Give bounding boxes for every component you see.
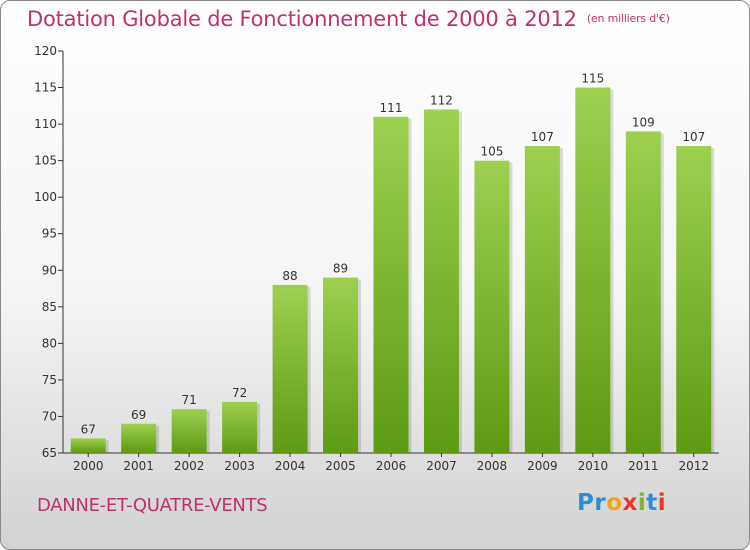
y-tick-label: 120: [34, 44, 57, 58]
y-tick-label: 110: [34, 117, 57, 131]
x-tick-label-2006: 2006: [376, 459, 407, 473]
bar-2000: [70, 438, 106, 453]
y-tick-label: 90: [42, 263, 57, 277]
data-label-2006: 111: [380, 101, 403, 115]
data-label-2002: 71: [182, 393, 197, 407]
x-tick-label-2010: 2010: [578, 459, 609, 473]
y-tick-label: 100: [34, 190, 57, 204]
proxiti-logo: Proxiti: [577, 490, 666, 516]
x-tick-label-2012: 2012: [678, 459, 709, 473]
x-tick-label-2005: 2005: [325, 459, 356, 473]
logo-letter: P: [577, 490, 595, 516]
x-tick-label-2007: 2007: [426, 459, 457, 473]
data-label-2003: 72: [232, 386, 247, 400]
chart-subtitle: (en milliers d'€): [586, 12, 670, 25]
y-tick-label: 85: [42, 300, 57, 314]
bar-2007: [423, 109, 459, 454]
bar-2010: [575, 87, 611, 453]
data-label-2004: 88: [282, 269, 297, 283]
data-labels: 67 69 71 72 88 89 111 112 105 107 115 109 107: [81, 72, 706, 437]
y-tick-label: 70: [42, 409, 57, 423]
y-tick-label: 95: [42, 227, 57, 241]
x-tick-label-2008: 2008: [477, 459, 508, 473]
y-tick-label: 80: [42, 336, 57, 350]
x-tick-label-2003: 2003: [224, 459, 255, 473]
bar-2009: [524, 146, 560, 453]
bar-2002: [171, 409, 207, 453]
x-tick-label-2011: 2011: [628, 459, 659, 473]
logo-letter: o: [606, 490, 623, 516]
bar-2011: [625, 131, 661, 453]
logo-letter: i: [637, 490, 647, 516]
data-label-2000: 67: [81, 422, 96, 436]
y-tick-label: 105: [34, 154, 57, 168]
logo-letter: x: [622, 490, 638, 516]
bars: [70, 87, 715, 454]
x-tick-label-2009: 2009: [527, 459, 558, 473]
chart-title-text: Dotation Globale de Fonctionnement de 20…: [27, 7, 577, 31]
data-label-2011: 109: [632, 115, 655, 129]
chart-title: Dotation Globale de Fonctionnement de 20…: [27, 7, 670, 31]
x-tick-label-2001: 2001: [123, 459, 154, 473]
data-label-2005: 89: [333, 262, 348, 276]
logo-letter: t: [646, 490, 658, 516]
data-label-2001: 69: [131, 408, 146, 422]
data-label-2012: 107: [682, 130, 705, 144]
x-tick-labels: 2000 2001 2002 2003 2004 2005 2006 2007 2008 2009…: [73, 459, 709, 473]
logo-letter: i: [657, 490, 667, 516]
data-label-2010: 115: [581, 72, 604, 86]
data-label-2009: 107: [531, 130, 554, 144]
x-tick-label-2002: 2002: [174, 459, 205, 473]
y-tick-label: 115: [34, 81, 57, 95]
logo-letter: r: [594, 490, 607, 516]
x-tick-label-2000: 2000: [73, 459, 104, 473]
y-tick-label: 65: [42, 446, 57, 460]
bar-2004: [272, 284, 308, 453]
data-label-2008: 105: [480, 145, 503, 159]
bar-2012: [676, 146, 712, 453]
y-tick-labels: 65 70 75 80 85 90 95 100 105 110 115 120: [34, 44, 57, 460]
y-tick-label: 75: [42, 373, 57, 387]
x-tick-label-2004: 2004: [275, 459, 306, 473]
bar-2006: [373, 116, 409, 454]
commune-name: DANNE-ET-QUATRE-VENTS: [37, 495, 268, 516]
bar-2001: [121, 423, 157, 453]
bar-2003: [222, 401, 258, 453]
bar-2005: [323, 277, 359, 453]
bar-2008: [474, 160, 510, 454]
data-label-2007: 112: [430, 93, 453, 107]
